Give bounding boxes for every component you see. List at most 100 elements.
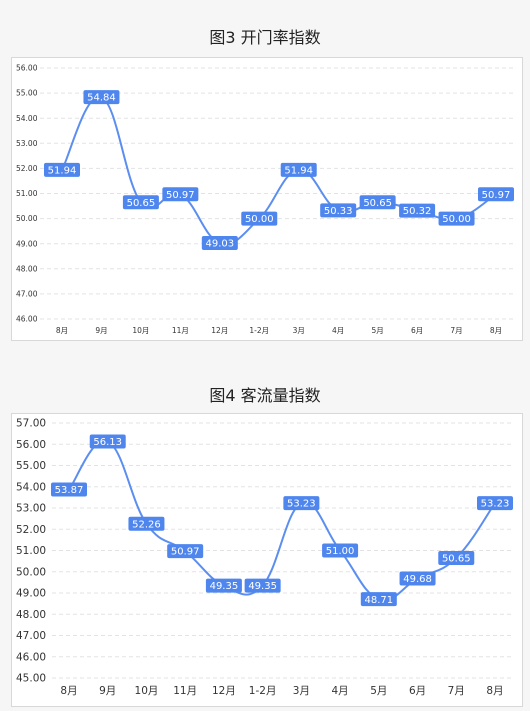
y-tick-label: 53.00 xyxy=(16,503,46,515)
data-point-marker xyxy=(83,90,120,105)
data-label: 53.23 xyxy=(481,499,510,510)
data-point-marker xyxy=(167,544,204,559)
data-point-marker xyxy=(162,187,199,202)
data-label: 53.23 xyxy=(287,499,316,510)
data-point-marker xyxy=(44,162,80,177)
x-tick-label: 3月 xyxy=(293,685,310,697)
y-tick-label: 48.00 xyxy=(16,609,46,621)
x-tick-label: 4月 xyxy=(332,326,344,335)
data-label: 49.68 xyxy=(403,574,432,585)
y-tick-label: 49.00 xyxy=(16,588,46,600)
y-tick-label: 46.00 xyxy=(16,315,38,324)
x-tick-label: 8月 xyxy=(60,685,77,697)
x-tick-label: 3月 xyxy=(293,326,305,335)
data-point-marker xyxy=(122,195,159,210)
y-tick-label: 55.00 xyxy=(16,460,46,472)
y-tick-label: 56.00 xyxy=(16,64,38,73)
x-tick-label: 5月 xyxy=(371,326,383,335)
data-point-marker xyxy=(320,203,357,218)
x-tick-label: 4月 xyxy=(331,685,348,697)
data-point-marker xyxy=(201,235,238,250)
data-label: 50.00 xyxy=(442,214,471,225)
data-label: 51.94 xyxy=(48,166,77,177)
data-point-marker xyxy=(399,571,436,586)
y-tick-label: 54.00 xyxy=(16,114,38,123)
data-label: 53.87 xyxy=(55,485,84,496)
y-tick-label: 47.00 xyxy=(16,630,46,642)
chart-1-title: 图3 开门率指数 xyxy=(209,28,321,47)
data-label: 50.33 xyxy=(324,206,353,217)
y-tick-label: 57.00 xyxy=(16,418,46,430)
y-tick-label: 53.00 xyxy=(16,139,38,148)
data-point-marker xyxy=(477,496,513,511)
x-tick-label: 8月 xyxy=(56,326,68,335)
data-point-marker xyxy=(205,578,242,593)
x-tick-label: 12月 xyxy=(211,326,228,335)
x-tick-label: 11月 xyxy=(172,326,189,335)
data-label: 49.35 xyxy=(248,581,277,592)
y-tick-label: 52.00 xyxy=(16,164,38,173)
data-point-marker xyxy=(399,203,436,218)
x-tick-label: 10月 xyxy=(132,326,149,335)
x-tick-label: 6月 xyxy=(411,326,423,335)
chart-2-title: 图4 客流量指数 xyxy=(209,386,321,405)
data-label: 51.00 xyxy=(326,546,355,557)
x-tick-label: 7月 xyxy=(450,326,462,335)
y-tick-label: 56.00 xyxy=(16,439,46,451)
data-label: 51.94 xyxy=(284,166,313,177)
data-label: 50.97 xyxy=(166,190,195,201)
x-tick-label: 9月 xyxy=(99,685,116,697)
y-tick-label: 51.00 xyxy=(16,189,38,198)
y-tick-label: 50.00 xyxy=(16,566,46,578)
data-point-marker xyxy=(438,211,475,226)
x-tick-label: 8月 xyxy=(490,326,502,335)
data-label: 49.35 xyxy=(210,581,239,592)
data-label: 49.03 xyxy=(205,239,234,250)
x-tick-label: 12月 xyxy=(212,685,236,697)
data-point-marker xyxy=(244,578,281,593)
data-label: 54.84 xyxy=(87,93,116,104)
series-line xyxy=(61,96,497,245)
x-tick-label: 5月 xyxy=(370,685,387,697)
data-point-marker xyxy=(359,195,396,210)
y-tick-label: 49.00 xyxy=(16,239,38,248)
x-tick-label: 1-2月 xyxy=(249,326,269,335)
y-tick-label: 55.00 xyxy=(16,89,38,98)
data-point-marker xyxy=(283,496,320,511)
data-point-marker xyxy=(51,482,87,497)
data-label: 50.32 xyxy=(403,206,432,217)
data-point-marker xyxy=(360,592,397,607)
chart-2-panel: 45.00 46.00 47.00 48.00 49.00 50.00 51.00 52.00… xyxy=(11,413,523,707)
data-label: 50.65 xyxy=(127,198,156,209)
chart-1-svg: 46.00 47.00 48.00 49.00 50.00 51.00 52.00 53.00… xyxy=(16,64,514,335)
data-point-marker xyxy=(322,543,359,558)
y-tick-label: 52.00 xyxy=(16,524,46,536)
y-tick-label: 48.00 xyxy=(16,264,38,273)
x-tick-label: 11月 xyxy=(173,685,197,697)
x-tick-label: 7月 xyxy=(448,685,465,697)
data-point-marker xyxy=(438,550,475,565)
x-tick-label: 8月 xyxy=(486,685,503,697)
y-tick-label: 46.00 xyxy=(16,651,46,663)
data-point-marker xyxy=(280,162,317,177)
y-tick-label: 45.00 xyxy=(16,673,46,685)
data-point-marker xyxy=(478,187,514,202)
chart-2-svg: 45.00 46.00 47.00 48.00 49.00 50.00 51.00 52.00… xyxy=(16,418,514,697)
x-tick-label: 6月 xyxy=(409,685,426,697)
data-label: 50.65 xyxy=(363,198,392,209)
data-label: 50.65 xyxy=(442,554,471,565)
chart-1-panel: 46.00 47.00 48.00 49.00 50.00 51.00 52.00 53.00… xyxy=(11,57,523,341)
x-tick-label: 10月 xyxy=(135,685,159,697)
data-label: 50.97 xyxy=(482,190,511,201)
y-tick-label: 54.00 xyxy=(16,481,46,493)
data-label: 50.97 xyxy=(171,547,200,558)
data-point-marker xyxy=(241,211,278,226)
data-label: 48.71 xyxy=(364,595,393,606)
y-tick-label: 47.00 xyxy=(16,290,38,299)
data-label: 50.00 xyxy=(245,214,274,225)
data-point-marker xyxy=(89,434,126,449)
x-tick-label: 9月 xyxy=(95,326,107,335)
x-tick-label: 1-2月 xyxy=(249,685,277,697)
data-label: 52.26 xyxy=(132,519,161,530)
data-label: 56.13 xyxy=(93,437,122,448)
